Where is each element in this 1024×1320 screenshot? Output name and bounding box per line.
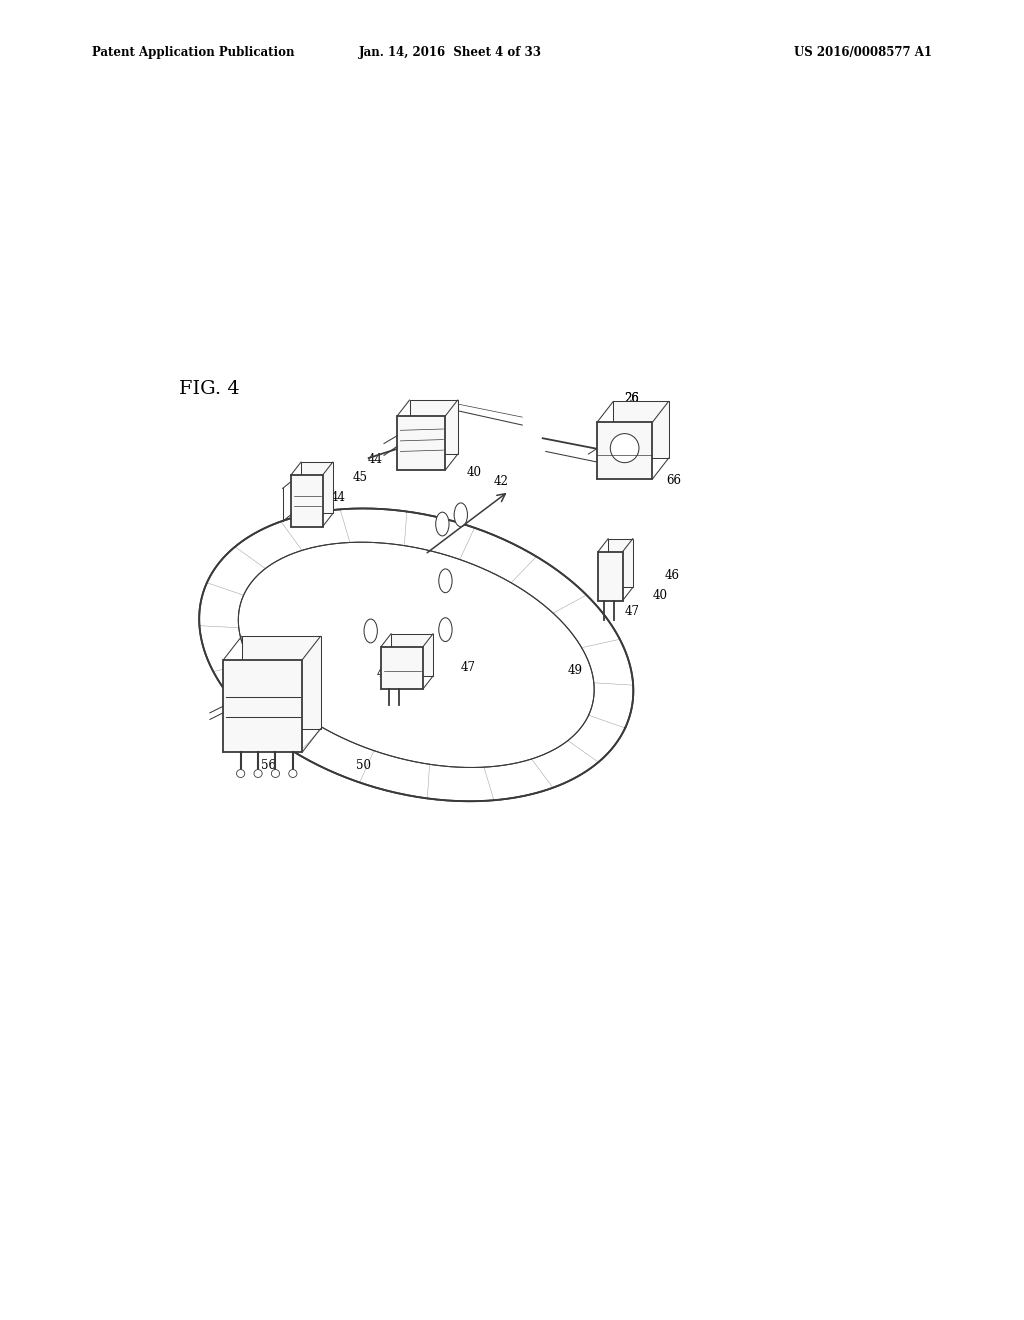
- Text: 45: 45: [353, 471, 368, 484]
- Polygon shape: [410, 400, 458, 454]
- Polygon shape: [397, 416, 445, 470]
- Polygon shape: [242, 636, 321, 729]
- Ellipse shape: [438, 569, 453, 593]
- Text: 26: 26: [625, 392, 639, 405]
- Ellipse shape: [289, 770, 297, 777]
- Polygon shape: [291, 475, 323, 527]
- Text: 47: 47: [461, 661, 475, 675]
- Ellipse shape: [436, 512, 449, 536]
- Polygon shape: [223, 660, 302, 752]
- Text: US 2016/0008577 A1: US 2016/0008577 A1: [794, 46, 932, 59]
- Polygon shape: [200, 508, 633, 801]
- Text: 47: 47: [625, 605, 639, 618]
- Text: 42: 42: [494, 475, 508, 488]
- Text: 44: 44: [331, 491, 345, 504]
- Ellipse shape: [438, 618, 453, 642]
- Text: 56: 56: [261, 759, 275, 772]
- Text: Jan. 14, 2016  Sheet 4 of 33: Jan. 14, 2016 Sheet 4 of 33: [359, 46, 542, 59]
- Text: 43: 43: [411, 453, 425, 466]
- Text: Patent Application Publication: Patent Application Publication: [92, 46, 295, 59]
- Text: 26: 26: [625, 392, 639, 405]
- Text: 41: 41: [297, 508, 311, 521]
- Polygon shape: [608, 539, 633, 587]
- Polygon shape: [391, 634, 433, 676]
- Text: 46: 46: [665, 569, 679, 582]
- Ellipse shape: [254, 770, 262, 777]
- Text: 40: 40: [653, 589, 668, 602]
- Ellipse shape: [455, 503, 468, 527]
- Polygon shape: [301, 462, 333, 513]
- Text: 48: 48: [377, 667, 391, 680]
- Ellipse shape: [237, 770, 245, 777]
- Polygon shape: [598, 552, 623, 601]
- Text: 49: 49: [568, 664, 583, 677]
- Polygon shape: [381, 647, 423, 689]
- Text: 44: 44: [368, 453, 382, 466]
- Text: 52: 52: [251, 741, 265, 754]
- Text: 50: 50: [356, 759, 371, 772]
- Text: 54: 54: [251, 723, 265, 737]
- Text: 40: 40: [467, 466, 481, 479]
- Ellipse shape: [271, 770, 280, 777]
- Ellipse shape: [365, 619, 377, 643]
- Polygon shape: [613, 401, 669, 458]
- Text: FIG. 4: FIG. 4: [179, 380, 240, 399]
- Text: 66: 66: [667, 474, 681, 487]
- Ellipse shape: [610, 433, 639, 462]
- Polygon shape: [597, 422, 652, 479]
